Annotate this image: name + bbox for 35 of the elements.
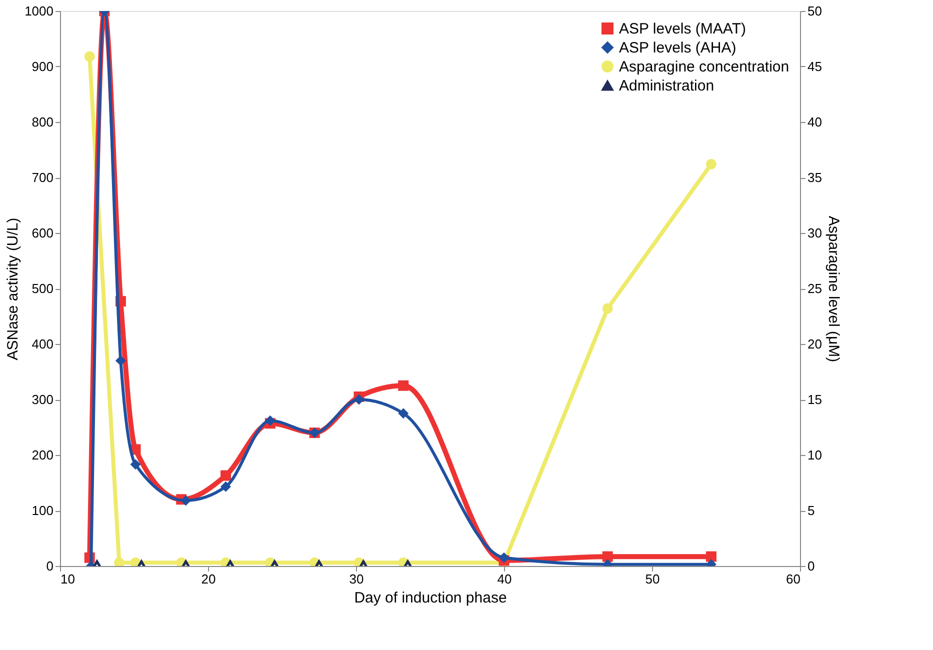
y-tick-label: 400: [32, 336, 54, 352]
y2-tick-label: 0: [808, 558, 815, 574]
y-tick-label: 600: [32, 226, 54, 240]
y2-tick-label: 25: [808, 281, 822, 296]
y-tick-label: 900: [32, 59, 54, 74]
legend-label: Asparagine concentration: [619, 58, 790, 76]
x-tick-label: 10: [60, 572, 75, 586]
y-tick-label: 300: [32, 392, 54, 407]
y2-tick-label: 35: [808, 170, 822, 185]
y-tick-label: 200: [32, 448, 54, 462]
y-axis-title: ASNase activity (U/L): [4, 218, 22, 360]
y2-tick-label: 20: [808, 336, 822, 352]
y2-tick-label: 30: [808, 226, 822, 240]
legend-label: ASP levels (MAAT): [619, 20, 746, 38]
x-tick-label: 40: [497, 572, 512, 586]
x-tick-label: 60: [786, 572, 800, 586]
y-tick-label: 500: [32, 281, 54, 296]
y2-tick-label: 50: [808, 4, 822, 18]
y2-tick-label: 10: [808, 448, 822, 462]
y-tick-label: 1000: [24, 4, 54, 18]
y2-tick-label: 40: [808, 114, 822, 130]
legend-label: ASP levels (AHA): [619, 40, 736, 56]
y2-tick-label: 5: [808, 503, 815, 518]
x-tick-label: 20: [201, 572, 216, 586]
y-tick-label: 100: [32, 503, 54, 518]
y2-axis-title: Asparagine level (μM): [824, 216, 842, 362]
x-axis-title: Day of induction phase: [354, 590, 507, 606]
y-tick-label: 800: [32, 114, 54, 130]
y-tick-label: 700: [32, 170, 54, 185]
x-tick-label: 30: [349, 572, 364, 586]
legend-label: Administration: [619, 78, 714, 94]
y2-tick-label: 15: [808, 392, 822, 407]
x-tick-label: 50: [645, 572, 660, 586]
y-tick-label: 0: [46, 558, 54, 574]
y2-tick-label: 45: [808, 59, 822, 74]
